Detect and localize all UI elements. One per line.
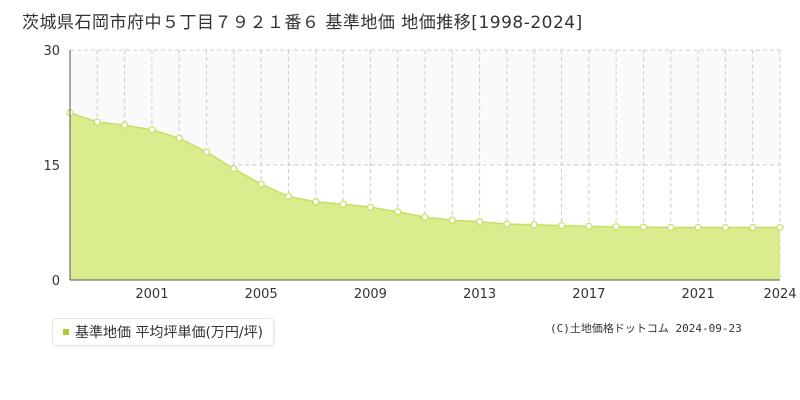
x-tick-label: 2009	[354, 287, 387, 302]
data-point	[339, 200, 347, 208]
chart-title: 茨城県石岡市府中５丁目７９２１番６ 基準地価 地価推移[1998-2024]	[22, 13, 583, 33]
y-tick-label: 30	[43, 44, 60, 59]
data-point	[148, 126, 156, 134]
data-point	[612, 223, 620, 231]
tick-labels: 0 15 30 2001 2005 2009 2013 2017 2021 2024	[43, 44, 796, 302]
series-area	[70, 112, 780, 280]
data-point	[776, 223, 784, 232]
x-tick-label: 2017	[572, 287, 605, 302]
data-point	[366, 203, 374, 211]
data-point	[284, 192, 293, 201]
legend-label: 基準地価 平均坪単価(万円/坪)	[75, 325, 264, 341]
data-point	[585, 222, 593, 230]
legend-swatch	[63, 329, 69, 335]
y-tick-label: 0	[52, 274, 60, 289]
data-point	[694, 223, 702, 232]
data-point	[476, 218, 484, 226]
data-point	[448, 216, 456, 224]
data-point	[639, 223, 648, 231]
x-tick-label: 2024	[763, 287, 796, 302]
data-point	[749, 223, 757, 232]
axes	[69, 50, 780, 281]
data-point	[230, 165, 238, 173]
data-point	[312, 198, 320, 206]
x-tick-label: 2001	[135, 287, 168, 302]
data-point	[121, 121, 129, 129]
x-tick-label: 2005	[245, 287, 278, 302]
data-point	[257, 180, 265, 188]
y-tick-label: 15	[43, 159, 60, 174]
copyright: (C)土地価格ドットコム 2024-09-23	[550, 322, 742, 335]
x-tick-label: 2013	[463, 287, 496, 302]
data-point	[557, 221, 566, 230]
data-point	[721, 223, 729, 232]
data-point	[202, 148, 211, 156]
data-point	[394, 208, 402, 216]
data-markers	[66, 109, 784, 232]
data-point	[667, 223, 675, 232]
data-point	[175, 134, 183, 142]
data-point	[421, 213, 429, 221]
x-tick-label: 2021	[682, 287, 715, 302]
legend: 基準地価 平均坪単価(万円/坪)	[52, 318, 275, 346]
data-point	[93, 118, 101, 126]
data-point	[503, 220, 511, 228]
data-point	[530, 221, 538, 229]
